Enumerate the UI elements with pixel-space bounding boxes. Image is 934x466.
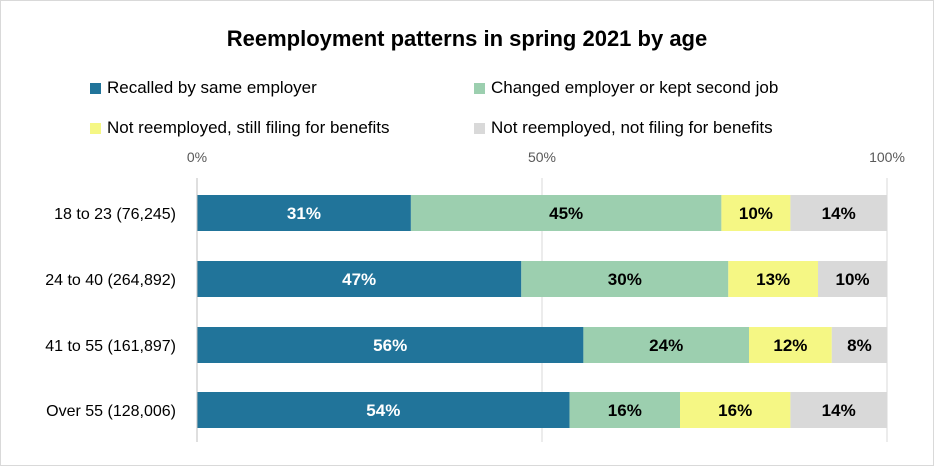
legend-item-still-filing: Not reemployed, still filing for benefit… [90,118,390,138]
data-label: 13% [756,270,790,289]
data-label: 14% [822,401,856,420]
data-label: 45% [549,204,583,223]
bar-segment [721,195,791,231]
data-label: 16% [718,401,752,420]
bar-segment [197,327,584,363]
data-label: 10% [739,204,773,223]
data-label: 30% [608,270,642,289]
bar-segment [197,392,570,428]
bar-segment [197,261,522,297]
legend-label-recalled: Recalled by same employer [107,78,317,97]
category-label: 41 to 55 (161,897) [45,338,176,355]
x-tick-label: 50% [528,149,556,165]
legend-label-still-filing: Not reemployed, still filing for benefit… [107,118,390,137]
data-label: 31% [287,204,321,223]
data-label: 54% [366,401,400,420]
data-label: 24% [649,336,683,355]
data-label: 56% [373,336,407,355]
bar-segment [569,392,680,428]
bar-segment [749,327,832,363]
bar-segment [680,392,791,428]
data-label: 47% [342,270,376,289]
category-label: 24 to 40 (264,892) [45,272,176,289]
legend-item-changed: Changed employer or kept second job [474,78,778,98]
x-tick-label: 0% [187,149,207,165]
data-label: 10% [835,270,869,289]
bar-segment [521,261,729,297]
category-label: Over 55 (128,006) [46,403,176,420]
chart-title: Reemployment patterns in spring 2021 by … [226,26,708,51]
legend-label-not-filing: Not reemployed, not filing for benefits [491,118,773,137]
data-label: 16% [608,401,642,420]
category-label: 18 to 23 (76,245) [54,206,176,223]
legend-swatch-changed [474,82,485,94]
bar-segment [583,327,749,363]
bar-segment [410,195,722,231]
data-label: 8% [847,336,872,355]
legend-label-changed: Changed employer or kept second job [491,78,779,97]
bar-segment [728,261,818,297]
bar-segment [790,195,887,231]
bar-segment [818,261,887,297]
data-label: 14% [822,204,856,223]
bar-segment [790,392,887,428]
legend-item-recalled: Recalled by same employer [90,78,317,98]
bar-segment [831,327,887,363]
x-tick-label: 100% [869,149,905,165]
bar-segment [197,195,411,231]
legend-swatch-still-filing [90,122,101,134]
legend-item-not-filing: Not reemployed, not filing for benefits [474,118,773,138]
legend-swatch-not-filing [474,122,485,134]
data-label: 12% [773,336,807,355]
legend-swatch-recalled [90,82,101,94]
